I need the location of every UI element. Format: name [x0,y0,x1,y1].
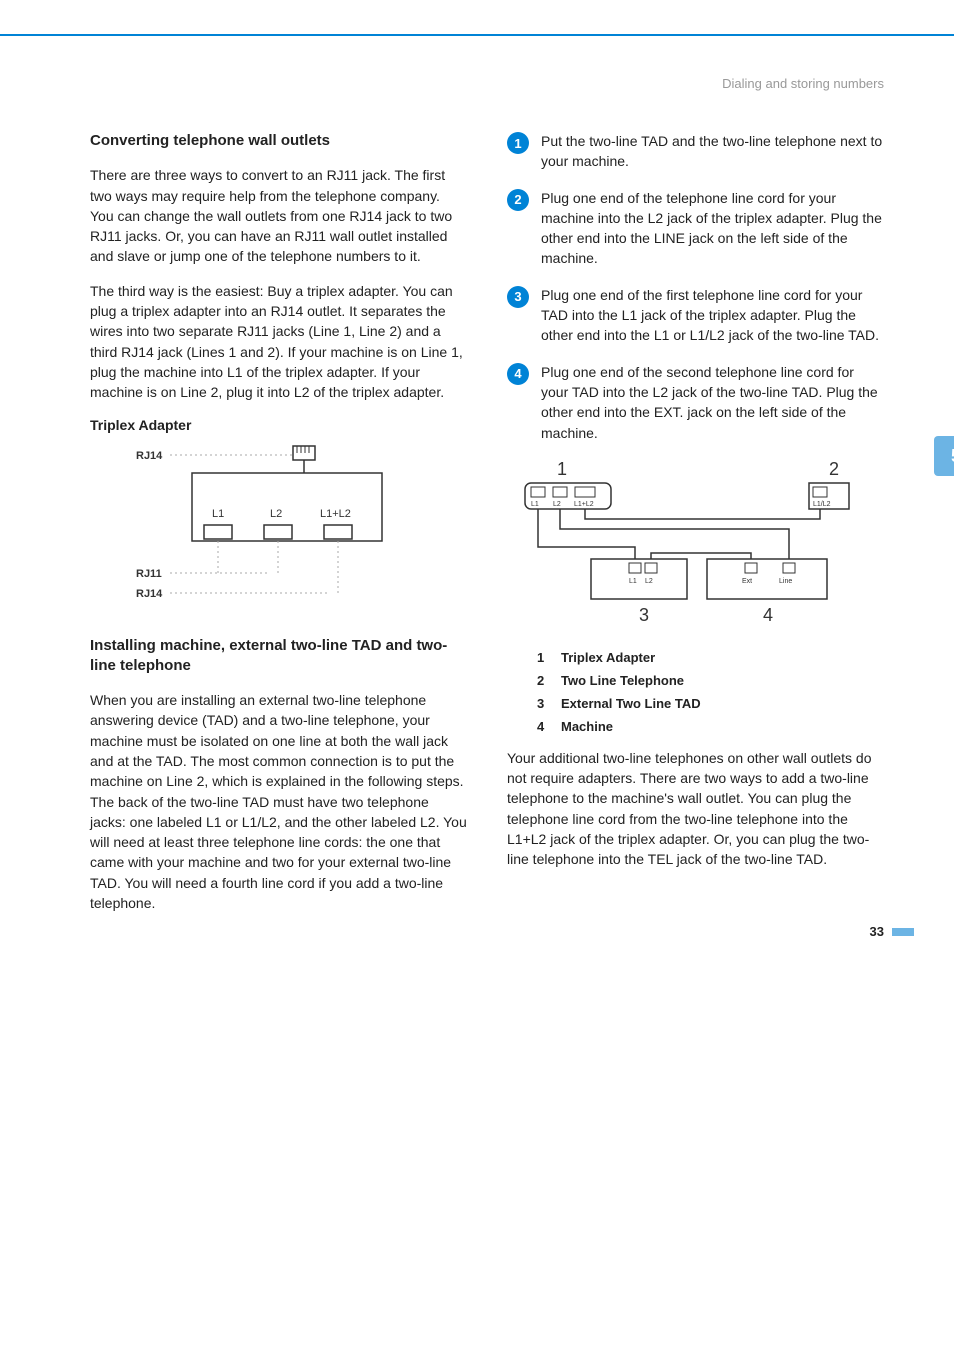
para-after-diagram: Your additional two-line telephones on o… [507,748,884,870]
triplex-port-l2: L2 [553,501,561,508]
legend-text: Triplex Adapter [561,650,655,665]
diagram-port-l2: L2 [270,508,282,520]
tad-port-l1: L1 [629,578,637,585]
step-4: 4 Plug one end of the second telephone l… [507,362,884,443]
diagram-port-l1l2: L1+L2 [320,508,351,520]
callout-1: 1 [557,459,567,479]
step-2: 2 Plug one end of the telephone line cor… [507,188,884,269]
para-install: When you are installing an external two-… [90,690,467,913]
machine-port-ext: Ext [742,578,752,585]
page-content: Dialing and storing numbers 5 Converting… [0,36,954,967]
machine-port-line: Line [779,578,792,585]
heading-installing: Installing machine, external two-line TA… [90,636,467,677]
step-number-badge: 4 [507,363,529,385]
triplex-port-l1: L1 [531,501,539,508]
legend-item: 2 Two Line Telephone [537,673,884,688]
step-number-badge: 2 [507,189,529,211]
legend-item: 1 Triplex Adapter [537,650,884,665]
step-2-text: Plug one end of the telephone line cord … [541,188,884,269]
step-1-text: Put the two-line TAD and the two-line te… [541,131,884,172]
step-3: 3 Plug one end of the first telephone li… [507,285,884,346]
header-accent-bar [0,0,954,36]
diagram-label-rj11: RJ11 [136,568,162,580]
page-number: 33 [870,924,884,939]
step-3-text: Plug one end of the first telephone line… [541,285,884,346]
diagram-label-rj14-bottom: RJ14 [136,588,163,600]
section-breadcrumb: Dialing and storing numbers [90,76,884,91]
diagram-legend: 1 Triplex Adapter 2 Two Line Telephone 3… [537,650,884,734]
triplex-port-l1l2: L1+L2 [574,501,594,508]
legend-text: External Two Line TAD [561,696,701,711]
footer-accent-bar [892,928,914,936]
chapter-tab: 5 [934,436,954,476]
legend-item: 4 Machine [537,719,884,734]
right-column: 1 Put the two-line TAD and the two-line … [507,131,884,927]
two-column-layout: Converting telephone wall outlets There … [90,131,884,927]
legend-num: 2 [537,673,549,688]
diagram-label-rj14-top: RJ14 [136,450,163,462]
diagram-port-l1: L1 [212,508,224,520]
legend-num: 4 [537,719,549,734]
legend-num: 3 [537,696,549,711]
para-convert-2: The third way is the easiest: Buy a trip… [90,281,467,403]
legend-num: 1 [537,650,549,665]
triplex-adapter-label: Triplex Adapter [90,417,467,433]
step-1: 1 Put the two-line TAD and the two-line … [507,131,884,172]
callout-2: 2 [829,459,839,479]
phone-port-l1l2: L1/L2 [813,501,831,508]
legend-item: 3 External Two Line TAD [537,696,884,711]
heading-converting: Converting telephone wall outlets [90,131,467,151]
connection-diagram: 1 2 3 4 L1 L2 L1+L2 L1/L2 [517,459,884,632]
triplex-adapter-diagram: RJ14 L1 L2 L1+L2 [130,445,467,618]
tad-port-l2: L2 [645,578,653,585]
step-number-badge: 3 [507,286,529,308]
callout-3: 3 [639,605,649,625]
legend-text: Two Line Telephone [561,673,684,688]
callout-4: 4 [763,605,773,625]
left-column: Converting telephone wall outlets There … [90,131,467,927]
legend-text: Machine [561,719,613,734]
step-number-badge: 1 [507,132,529,154]
step-4-text: Plug one end of the second telephone lin… [541,362,884,443]
para-convert-1: There are three ways to convert to an RJ… [90,165,467,266]
